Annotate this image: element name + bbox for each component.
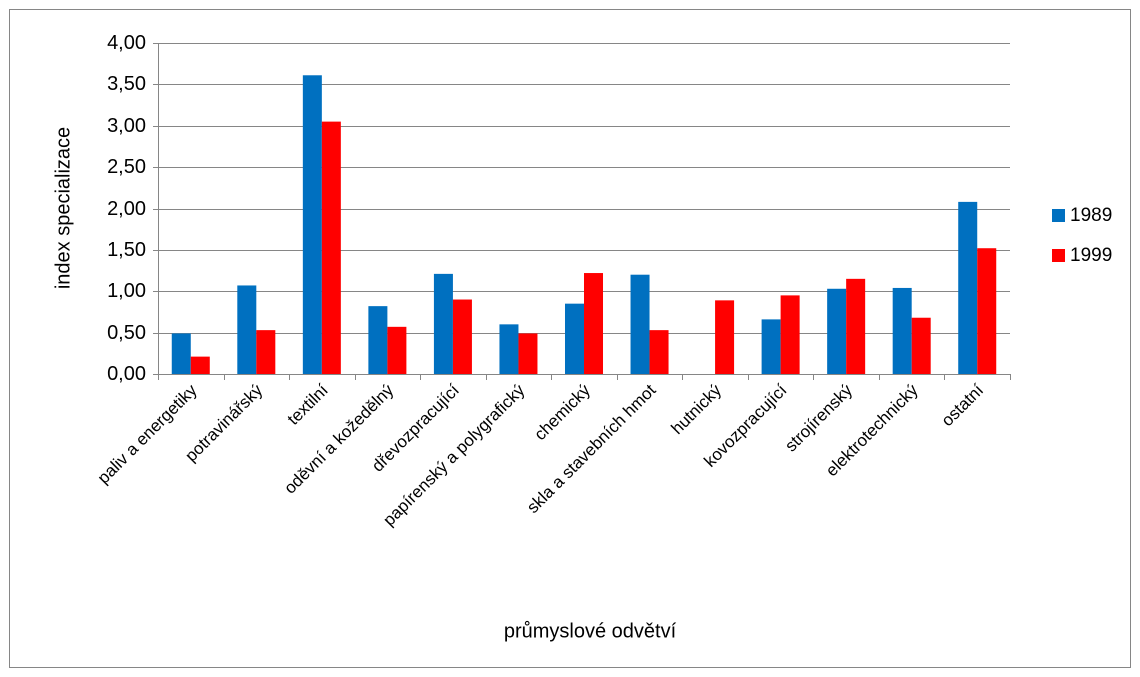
bar: [433, 273, 453, 374]
y-tick-label: 0,00: [107, 363, 146, 385]
bar: [302, 75, 322, 375]
y-tick-label: 2,50: [107, 156, 146, 178]
bar: [584, 273, 604, 374]
x-axis-title: průmyslové odvětví: [504, 620, 677, 642]
y-tick-label: 3,00: [107, 115, 146, 137]
bar: [780, 295, 800, 374]
legend-swatch: [1052, 209, 1065, 222]
bar: [911, 317, 931, 374]
bar: [958, 201, 978, 374]
bar: [499, 324, 519, 374]
bar: [256, 330, 276, 374]
y-tick-label: 1,00: [107, 280, 146, 302]
bar: [846, 278, 866, 374]
y-tick-label: 3,50: [107, 73, 146, 95]
y-tick-label: 4,00: [107, 32, 146, 54]
bar: [321, 121, 341, 374]
y-axis-title: index specializace: [52, 127, 74, 289]
bar: [387, 326, 407, 374]
bar: [977, 248, 997, 374]
y-tick-label: 2,00: [107, 198, 146, 220]
bar: [171, 333, 191, 374]
bar: [827, 288, 847, 374]
bar: [630, 274, 650, 374]
legend-swatch: [1052, 249, 1065, 262]
legend-label: 1999: [1070, 245, 1112, 266]
y-tick-label: 0,50: [107, 322, 146, 344]
y-tick-label: 1,50: [107, 239, 146, 261]
legend-label: 1989: [1070, 205, 1112, 226]
bar: [761, 319, 781, 374]
bar: [649, 330, 669, 374]
bar: [190, 356, 210, 374]
bar: [715, 300, 735, 374]
bar: [368, 306, 388, 374]
bar: [564, 303, 584, 374]
bar: [452, 299, 472, 374]
bar: [518, 333, 538, 374]
bar: [237, 285, 257, 374]
bar: [892, 287, 912, 374]
